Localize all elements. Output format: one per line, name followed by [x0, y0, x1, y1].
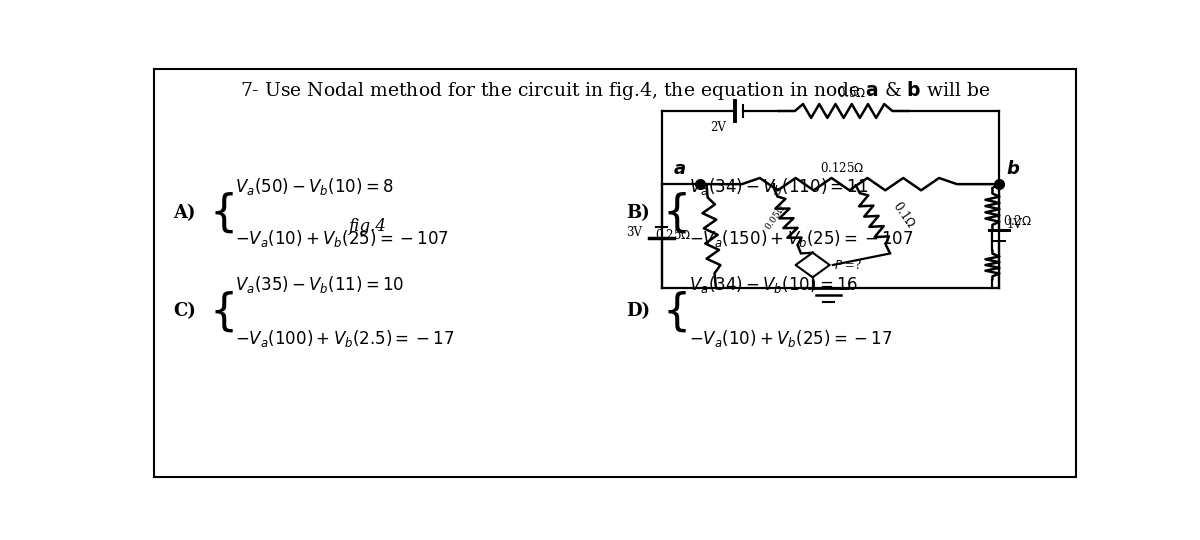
Text: $V_a(35) - V_b(11) = 10$: $V_a(35) - V_b(11) = 10$ — [235, 274, 404, 295]
Text: B): B) — [626, 204, 650, 221]
Text: 0.125$\Omega$: 0.125$\Omega$ — [820, 161, 864, 175]
Text: $\{$: $\{$ — [662, 289, 688, 334]
Text: $\{$: $\{$ — [662, 190, 688, 235]
Text: 2V: 2V — [710, 122, 726, 134]
Text: 7- Use Nodal method for the circuit in fig.4, the equation in node $\mathbf{a}$ : 7- Use Nodal method for the circuit in f… — [240, 79, 990, 102]
Text: 0.1$\Omega$: 0.1$\Omega$ — [889, 199, 918, 231]
Text: $V_a(34) - V_b(110) = 11$: $V_a(34) - V_b(110) = 11$ — [689, 176, 869, 197]
Text: C): C) — [173, 302, 196, 320]
FancyBboxPatch shape — [154, 69, 1076, 477]
Text: $\boldsymbol{a}$: $\boldsymbol{a}$ — [673, 160, 686, 178]
Text: $V_a(50) - V_b(10) = 8$: $V_a(50) - V_b(10) = 8$ — [235, 176, 394, 197]
Text: $-V_a(10) + V_b(25) = -17$: $-V_a(10) + V_b(25) = -17$ — [689, 328, 892, 349]
Text: $-V_a(100) + V_b(2.5) = -17$: $-V_a(100) + V_b(2.5) = -17$ — [235, 328, 455, 349]
Text: 3V: 3V — [626, 226, 642, 239]
Text: D): D) — [626, 302, 650, 320]
Text: 0.25$\Omega$: 0.25$\Omega$ — [654, 228, 691, 242]
Text: $-V_a(10) + V_b(25) = -107$: $-V_a(10) + V_b(25) = -107$ — [235, 228, 449, 249]
Text: 0.05$\Omega$: 0.05$\Omega$ — [762, 202, 787, 232]
Text: $V_a(34) - V_b(10) = 16$: $V_a(34) - V_b(10) = 16$ — [689, 274, 858, 295]
Text: 0.2$\Omega$: 0.2$\Omega$ — [1003, 214, 1032, 228]
Text: $-V_a(150) + V_b(25) = -107$: $-V_a(150) + V_b(25) = -107$ — [689, 228, 913, 249]
Text: $P$ =?: $P$ =? — [834, 258, 863, 272]
Text: fig.4: fig.4 — [348, 218, 386, 235]
Text: $\{$: $\{$ — [209, 190, 234, 235]
Text: 1V: 1V — [1007, 218, 1022, 231]
Text: $\boldsymbol{b}$: $\boldsymbol{b}$ — [1007, 160, 1020, 178]
Text: 0.5$\Omega$: 0.5$\Omega$ — [836, 86, 866, 100]
Text: A): A) — [173, 204, 196, 221]
Text: $\{$: $\{$ — [209, 289, 234, 334]
